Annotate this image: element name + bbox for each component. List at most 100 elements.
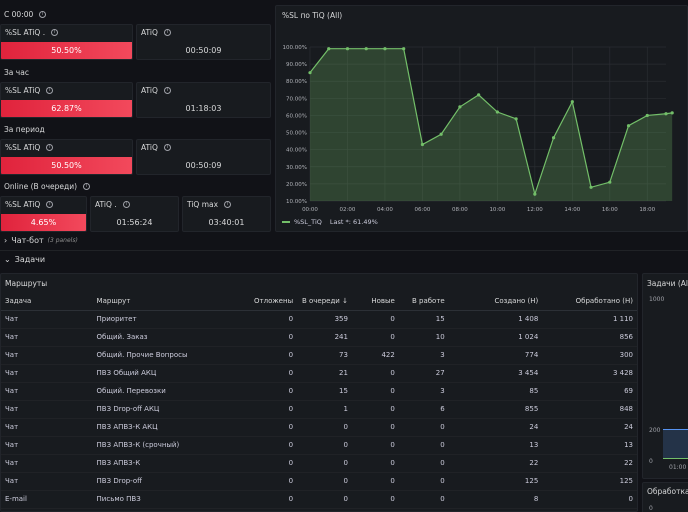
cell-task: Чат <box>1 382 93 401</box>
data-point[interactable] <box>364 47 368 51</box>
y-tick-label: 30.00% <box>286 165 307 171</box>
col-header-in-work[interactable]: В работе <box>398 292 449 311</box>
col-header-processed[interactable]: Обработано (Н) <box>542 292 637 311</box>
data-point[interactable] <box>402 47 406 51</box>
info-icon[interactable]: i <box>39 11 47 18</box>
cell-route: ПВЗ АПВЗ-К АКЦ <box>92 418 243 437</box>
data-point[interactable] <box>383 47 387 51</box>
cell-in-work: 0 <box>398 436 449 455</box>
cell-route: Письмо ПВЗ <box>92 490 243 509</box>
col-header-new[interactable]: Новые <box>351 292 399 311</box>
cell-route: ПВЗ АПВЗ-К (срочный) <box>92 436 243 455</box>
cell-route: ПВЗ Drop-off АКЦ <box>92 400 243 419</box>
data-point[interactable] <box>664 112 668 116</box>
row-chatbot[interactable]: › Чат-бот (3 panels) <box>4 236 78 245</box>
data-point[interactable] <box>608 180 612 184</box>
info-icon[interactable]: i <box>46 201 54 208</box>
table-row[interactable]: Чат Общий. Перевозки 0 15 0 3 85 69 <box>1 382 637 401</box>
col-header-created[interactable]: Создано (Н) <box>448 292 543 311</box>
stat-value: 03:40:01 <box>208 218 245 227</box>
info-icon[interactable]: i <box>46 87 54 94</box>
table-row[interactable]: Чат ПВЗ АПВЗ-К АКЦ 0 0 0 0 24 24 <box>1 418 637 437</box>
table-row[interactable]: Чат ПВЗ АПВЗ-К 0 0 0 0 22 22 <box>1 454 637 473</box>
cell-created: 3 454 <box>448 364 543 383</box>
cell-route: Общий. Прочие Вопросы <box>92 346 243 365</box>
row-tasks[interactable]: ⌄ Задачи <box>4 255 45 264</box>
y-tick: 0 <box>649 505 653 512</box>
info-icon[interactable]: i <box>46 144 54 151</box>
data-point[interactable] <box>514 117 518 121</box>
info-icon[interactable]: i <box>163 87 171 94</box>
cell-new: 0 <box>351 382 399 401</box>
col-header-deferred[interactable]: Отложены <box>242 292 298 311</box>
x-tick-label: 04:00 <box>377 207 393 213</box>
stat-atiq-online: ATiQ . i 01:56:24 <box>90 196 179 232</box>
data-point[interactable] <box>645 113 649 118</box>
y-tick-label: 20.00% <box>286 182 307 188</box>
cell-new: 0 <box>351 490 399 509</box>
info-icon[interactable]: i <box>51 29 59 36</box>
cell-in-work: 3 <box>398 382 449 401</box>
cell-task: Чат <box>1 346 93 365</box>
data-point[interactable] <box>439 132 443 136</box>
stat-title: %SL ATiQ <box>5 143 41 152</box>
data-point[interactable] <box>345 47 350 51</box>
info-icon[interactable]: i <box>224 201 232 208</box>
cell-task: Чат <box>1 400 93 419</box>
cell-in-work: 27 <box>398 364 449 383</box>
cell-created: 22 <box>448 454 543 473</box>
col-header-in-queue[interactable]: В очереди ↓ <box>297 292 352 311</box>
data-point[interactable] <box>327 47 331 51</box>
y-tick-label: 100.00% <box>283 45 307 51</box>
x-tick-label: 16:00 <box>602 207 618 213</box>
row-panel-count: (3 panels) <box>47 237 78 244</box>
data-point[interactable] <box>570 100 574 104</box>
cell-created: 8 <box>448 490 543 509</box>
data-point[interactable] <box>495 110 499 114</box>
data-point[interactable] <box>626 124 631 128</box>
data-point[interactable] <box>670 111 674 115</box>
data-point[interactable] <box>308 71 312 75</box>
data-point[interactable] <box>533 192 537 196</box>
table-row[interactable]: Чат Общий. Прочие Вопросы 0 73 422 3 774 300 <box>1 346 637 365</box>
table-row[interactable]: Чат Приоритет 0 359 0 15 1 408 1 110 <box>1 310 637 329</box>
x-tick-label: 14:00 <box>564 207 580 213</box>
cell-created: 85 <box>448 382 543 401</box>
chart-legend[interactable]: %SL_TiQ Last *: 61.49% <box>282 218 378 226</box>
col-header-route[interactable]: Маршрут <box>92 292 243 311</box>
row-title: Чат-бот <box>11 236 44 245</box>
table-row[interactable]: Чат ПВЗ Drop-off АКЦ 0 1 0 6 855 848 <box>1 400 637 419</box>
table-row[interactable]: Чат ПВЗ Drop-off 0 0 0 0 125 125 <box>1 472 637 491</box>
cell-new: 0 <box>351 328 399 347</box>
sl-tiq-chart[interactable]: 10.00% 20.00% 30.00% 40.00% 50.00% 60.00% 70.0… <box>276 6 688 232</box>
stat-value: 4.65% <box>1 214 86 231</box>
stat-value: 01:18:03 <box>185 104 222 113</box>
cell-deferred: 0 <box>242 382 298 401</box>
cell-created: 1 408 <box>448 310 543 329</box>
panel-title: Обработка ч <box>647 487 688 496</box>
stat-atiq-hour: ATiQ i 01:18:03 <box>136 82 271 118</box>
section-label: За период <box>4 125 45 134</box>
cell-in-queue: 0 <box>297 436 352 455</box>
table-row[interactable]: Чат ПВЗ Общий АКЦ 0 21 0 27 3 454 3 428 <box>1 364 637 383</box>
table-row[interactable]: Чат ПВЗ АПВЗ-К (срочный) 0 0 0 0 13 13 <box>1 436 637 455</box>
info-icon[interactable]: i <box>163 29 171 36</box>
cell-deferred: 0 <box>242 400 298 419</box>
cell-deferred: 0 <box>242 346 298 365</box>
data-point[interactable] <box>477 93 481 97</box>
info-icon[interactable]: i <box>83 183 91 190</box>
col-header-task[interactable]: Задача <box>1 292 93 311</box>
data-point[interactable] <box>458 105 462 109</box>
tasks-all-panel: Задачи (All) 1000 200 0 01:00 <box>642 273 688 479</box>
info-icon[interactable]: i <box>122 201 130 208</box>
stat-title: ATiQ <box>141 143 158 152</box>
data-point[interactable] <box>551 136 556 140</box>
table-row[interactable]: Чат Общий. Заказ 0 241 0 10 1 024 856 <box>1 328 637 347</box>
stat-value: 62.87% <box>1 100 132 117</box>
table-row[interactable]: E-mail Письмо ПВЗ 0 0 0 0 8 0 <box>1 490 637 509</box>
chevron-right-icon: › <box>4 236 8 245</box>
stat-sl-atiq-period: %SL ATiQ i 50.50% <box>0 139 133 175</box>
data-point[interactable] <box>420 142 425 147</box>
data-point[interactable] <box>589 185 593 189</box>
info-icon[interactable]: i <box>163 144 171 151</box>
